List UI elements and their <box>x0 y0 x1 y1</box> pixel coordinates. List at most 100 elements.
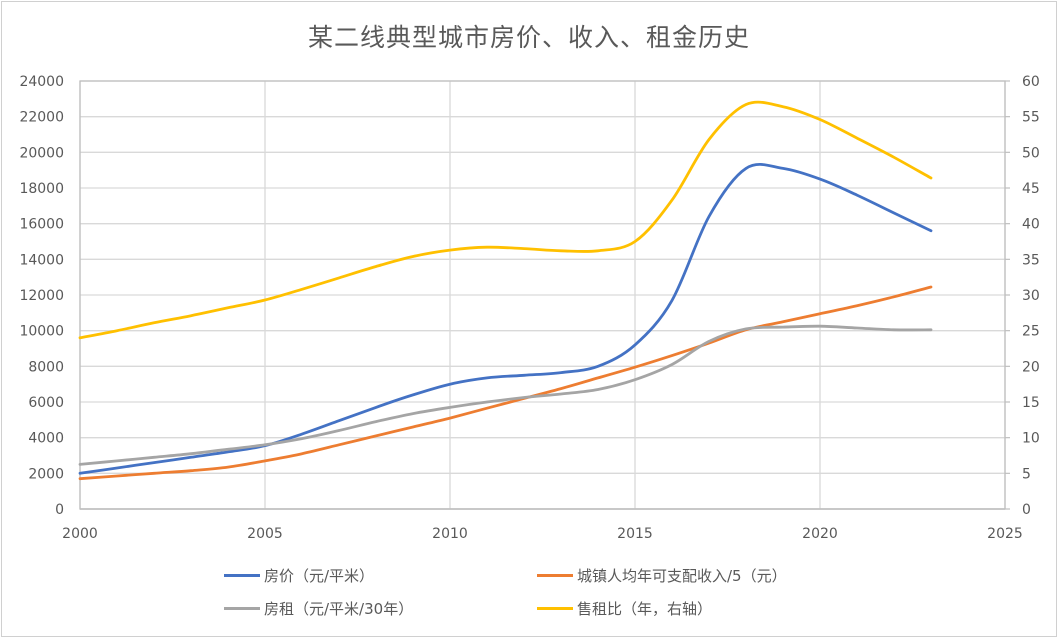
data-point-price <box>671 299 673 301</box>
data-point-price <box>338 420 340 422</box>
data-point-rent <box>301 437 303 439</box>
data-point-rent <box>227 448 229 450</box>
data-point-rent <box>375 420 377 422</box>
data-point-price <box>930 230 932 232</box>
data-point-income <box>560 387 562 389</box>
data-point-income <box>153 472 155 474</box>
data-point-price <box>190 456 192 458</box>
data-point-price <box>708 215 710 217</box>
x-tick-label: 2000 <box>62 526 98 542</box>
data-point-rent <box>449 406 451 408</box>
data-point-rent <box>782 326 784 328</box>
data-point-income <box>79 477 81 479</box>
data-point-income <box>486 407 488 409</box>
x-tick-label: 2020 <box>802 526 838 542</box>
legend-item-price-rent-ratio: 售租比（年，右轴） <box>537 598 712 619</box>
data-point-income <box>412 426 414 428</box>
y2-tick-label: 40 <box>1022 217 1040 233</box>
y-tick-label: 8000 <box>28 359 64 375</box>
data-point-price-rent-ratio <box>153 322 155 324</box>
x-tick-label: 2005 <box>247 526 283 542</box>
data-point-price <box>782 167 784 169</box>
data-point-price <box>634 344 636 346</box>
data-point-rent <box>153 456 155 458</box>
data-point-price-rent-ratio <box>597 250 599 252</box>
y-tick-label: 6000 <box>28 395 64 411</box>
series-line-income <box>78 285 933 481</box>
data-point-price-rent-ratio <box>893 156 895 158</box>
y-tick-label: 10000 <box>19 324 64 340</box>
data-point-income <box>856 305 858 307</box>
data-point-price <box>523 374 525 376</box>
data-point-price-rent-ratio <box>301 288 303 290</box>
data-point-price-rent-ratio <box>79 337 81 339</box>
y2-tick-label: 5 <box>1022 466 1031 482</box>
series-line-price-rent-ratio <box>78 100 933 340</box>
data-point-income <box>190 469 192 471</box>
y-axis-left-ticks: 0 2000 4000 6000 8000 10000 12000 14000 16000 180… <box>19 74 64 518</box>
data-point-rent <box>79 463 81 465</box>
data-point-income <box>227 466 229 468</box>
data-point-price <box>301 433 303 435</box>
y2-tick-label: 60 <box>1022 74 1040 90</box>
data-point-rent <box>486 401 488 403</box>
data-point-rent <box>745 328 747 330</box>
data-point-price-rent-ratio <box>856 137 858 139</box>
data-point-price-rent-ratio <box>227 307 229 309</box>
legend-label-income: 城镇人均年可支配收入/5（元） <box>577 567 787 585</box>
data-point-rent <box>930 329 932 331</box>
legend-swatch-price <box>224 574 260 577</box>
series-line-rent <box>78 324 933 466</box>
y2-tick-label: 30 <box>1022 288 1040 304</box>
chart-title: 某二线典型城市房价、收入、租金历史 <box>307 23 750 52</box>
data-point-price-rent-ratio <box>782 105 784 107</box>
data-point-price-rent-ratio <box>412 255 414 257</box>
y-tick-label: 14000 <box>19 252 64 268</box>
data-point-price-rent-ratio <box>264 299 266 301</box>
data-point-rent <box>190 453 192 455</box>
y2-tick-label: 15 <box>1022 395 1040 411</box>
data-point-price-rent-ratio <box>375 265 377 267</box>
y2-tick-label: 20 <box>1022 359 1040 375</box>
data-point-price <box>819 178 821 180</box>
data-point-income <box>671 354 673 356</box>
y-tick-label: 12000 <box>19 288 64 304</box>
y-tick-label: 20000 <box>19 145 64 161</box>
data-point-rent <box>412 412 414 414</box>
data-point-rent <box>560 393 562 395</box>
x-tick-label: 2015 <box>617 526 653 542</box>
series-lines <box>78 100 933 481</box>
y2-tick-label: 55 <box>1022 110 1040 126</box>
data-point-income <box>264 460 266 462</box>
x-axis-ticks: 2000 2005 2010 2015 2020 2025 <box>62 526 1023 542</box>
data-point-price-rent-ratio <box>708 138 710 140</box>
data-point-price <box>745 167 747 169</box>
y-tick-label: 22000 <box>19 110 64 126</box>
x-tick-label: 2025 <box>987 526 1023 542</box>
data-point-rent <box>708 340 710 342</box>
data-point-price <box>153 461 155 463</box>
data-point-price <box>486 377 488 379</box>
legend-item-price: 房价（元/平米） <box>224 565 374 586</box>
x-tick-label: 2010 <box>432 526 468 542</box>
data-point-price-rent-ratio <box>560 250 562 252</box>
y2-tick-label: 35 <box>1022 252 1040 268</box>
data-point-income <box>597 377 599 379</box>
data-point-price-rent-ratio <box>745 103 747 105</box>
data-point-price <box>79 472 81 474</box>
y-tick-label: 0 <box>55 502 64 518</box>
data-point-rent <box>634 379 636 381</box>
data-point-income <box>634 366 636 368</box>
data-point-price-rent-ratio <box>634 240 636 242</box>
legend-label-rent: 房租（元/平米/30年） <box>264 600 414 618</box>
y2-tick-label: 10 <box>1022 431 1040 447</box>
legend-label-price-rent-ratio: 售租比（年，右轴） <box>577 600 713 618</box>
y-tick-label: 16000 <box>19 217 64 233</box>
gridlines <box>79 80 1006 510</box>
y-axis-right-ticks: 0 5 10 15 20 25 30 35 40 45 50 55 60 <box>1022 74 1040 518</box>
data-point-price-rent-ratio <box>190 314 192 316</box>
y-tick-label: 18000 <box>19 181 64 197</box>
data-point-price <box>412 394 414 396</box>
data-point-income <box>819 313 821 315</box>
